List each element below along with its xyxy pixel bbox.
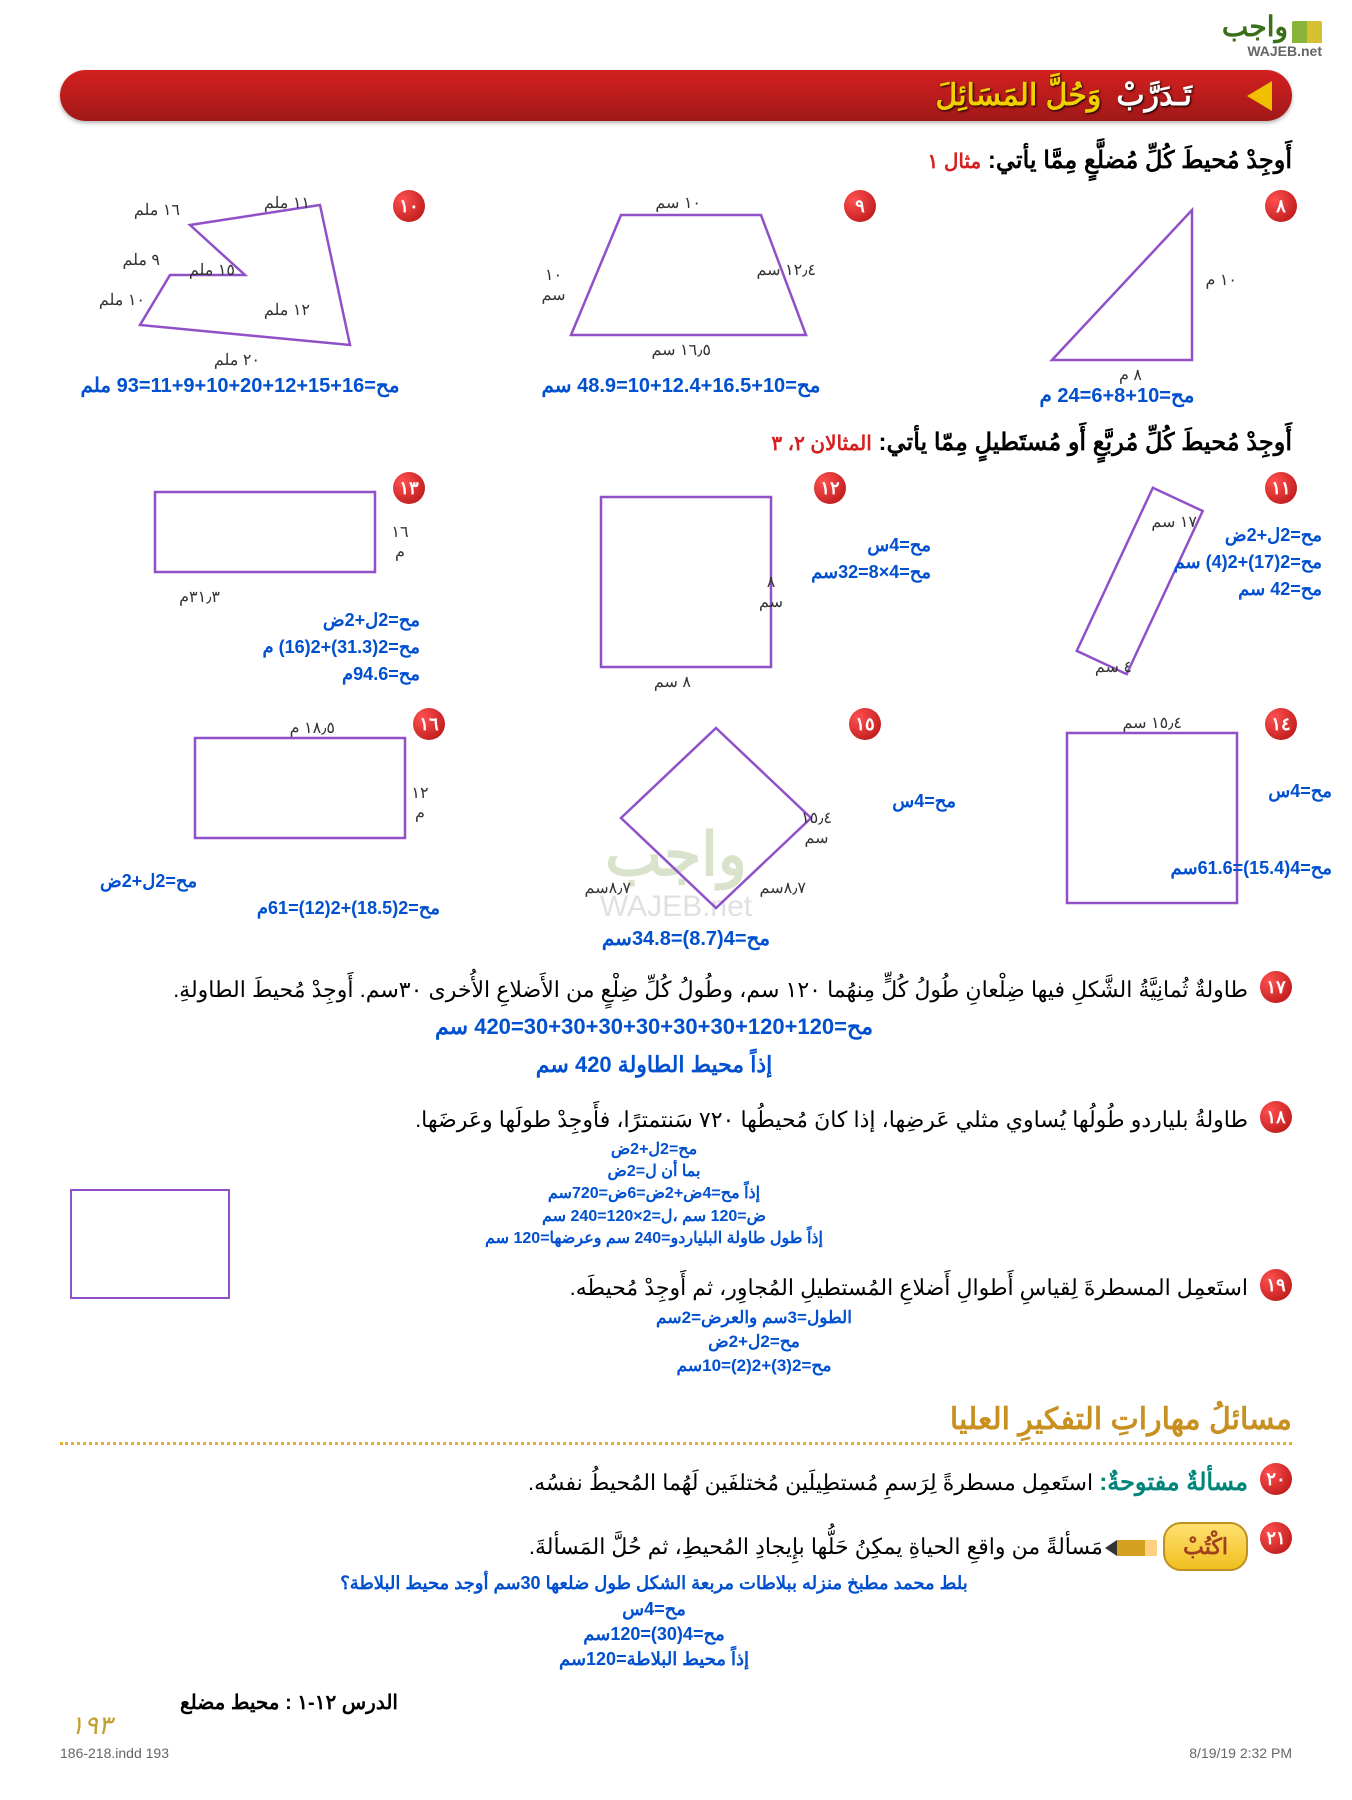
problem-11: ١١ ١٧ سم ٤ سم مح=2ل+2ض مح=2(17)+2(4) سم …	[912, 472, 1292, 682]
header-title-2: وَحُلَّ المَسَائِلَ	[935, 78, 1101, 113]
page-number: ١٩٣	[70, 1710, 112, 1741]
answer-10: مح=16+15+12+20+10+9+11=93 ملم	[60, 373, 420, 398]
print-meta: 186-218.indd 193 8/19/19 2:32 PM	[60, 1745, 1292, 1761]
problem-19: ١٩ استَعمِل المسطرةَ لِقياسِ أَطوالِ أَض…	[60, 1269, 1292, 1378]
problem-16: ١٦ ١٨٫٥ م ١٢ م مح=2ل+2ض مح=2(18.5)+2(12)…	[60, 708, 440, 922]
badge-16: ١٦	[413, 708, 445, 740]
badge-8: ٨	[1265, 190, 1297, 222]
badge-13: ١٣	[393, 472, 425, 504]
answer-9: مح=10+16.5+12.4+10=48.9 سم	[491, 373, 871, 398]
badge-11: ١١	[1265, 472, 1297, 504]
answer-16: مح=2ل+2ض مح=2(18.5)+2(12)=61م	[60, 868, 440, 922]
badge-10: ١٠	[393, 190, 425, 222]
badge-12: ١٢	[814, 472, 846, 504]
badge-14: ١٤	[1265, 708, 1297, 740]
problem-10: ١٠ ١١ ملم ١٦ ملم ٩ ملم ١٥ ملم ١٠ ملم ١٢ …	[60, 190, 420, 398]
write-badge: اكْتُبْ	[1163, 1522, 1248, 1571]
problem-18: ١٨ طاولةُ بلياردو طُولُها يُساوي مثلي عَ…	[60, 1101, 1292, 1250]
polygon-10	[70, 195, 390, 365]
badge-9: ٩	[844, 190, 876, 222]
hots-section: مسائلُ مهاراتِ التفكيرِ العليا	[60, 1402, 1292, 1445]
problem-14: ١٤ ١٥٫٤ سم مح=4س مح=4(15.4)=61.6سم	[932, 708, 1292, 918]
problem-12: ١٢ ٨ سم ٨ سم مح=4س مح=4×8=32سم	[491, 472, 841, 682]
header-title-1: تَـدَرَّبْ	[1116, 78, 1192, 113]
problem-15: ١٥ ١٥٫٤ سم ٨٫٧سم ٨٫٧سم مح=4س مح=4(8.7)=3…	[496, 708, 876, 951]
answer-15: مح=4(8.7)=34.8سم	[496, 926, 876, 951]
problem-21: ٢١ اكْتُبْ مَسألةً من واقعِ الحياةِ يمكِ…	[60, 1522, 1292, 1672]
site-logo: واجب WAJEB.net	[1222, 10, 1322, 59]
section-header: تَـدَرَّبْ وَحُلَّ المَسَائِلَ	[60, 70, 1292, 121]
answer-11: مح=2ل+2ض مح=2(17)+2(4) سم مح=42 سم	[1142, 522, 1322, 603]
problem-17: ١٧ طاولةٌ ثُمانِيَّةُ الشَّكلِ فيها ضِلْ…	[60, 971, 1292, 1083]
problem-8: ٨ ١٠ م ٨ م مح=10+8+6=24 م	[942, 190, 1292, 408]
instruction-1: أَوجِدْ مُحيطَ كُلِّ مُضلَّعٍ مِمَّا يأت…	[60, 146, 1292, 175]
problem-9: ٩ ١٠ سم ١٢٫٤ سم ١٠ سم ١٦٫٥ سم مح=10+16.5…	[491, 190, 871, 398]
answer-8: مح=10+8+6=24 م	[942, 383, 1292, 408]
problem-20: ٢٠ مسألةٌ مفتوحةٌ: استَعمِل مسطرةً لِرَس…	[60, 1463, 1292, 1504]
lesson-ref: الدرس ١٢-١ : محيط مضلع	[60, 1690, 1292, 1715]
answer-13: مح=2ل+2ض مح=2(31.3)+2(16) م مح=94.6م	[60, 607, 420, 688]
problem-13: ١٣ ١٦ م ٣١٫٣م مح=2ل+2ض مح=2(31.3)+2(16) …	[60, 472, 420, 688]
answer-14: مح=4س مح=4(15.4)=61.6سم	[1192, 778, 1332, 882]
rect-13	[135, 482, 415, 592]
badge-15: ١٥	[849, 708, 881, 740]
pencil-icon	[1117, 1540, 1157, 1556]
rect-19	[70, 1189, 230, 1299]
instruction-2: أَوجِدْ مُحيطَ كُلِّ مُربَّعٍ أَو مُستَط…	[60, 428, 1292, 457]
rect-16	[175, 723, 435, 853]
